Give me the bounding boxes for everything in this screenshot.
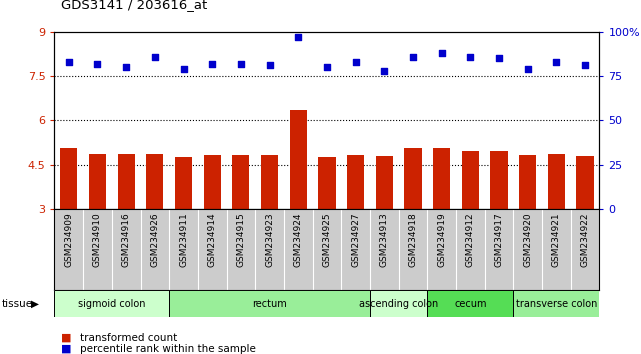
Point	[92, 61, 103, 67]
Text: GSM234924: GSM234924	[294, 212, 303, 267]
Bar	[433, 148, 450, 209]
Point	[121, 64, 131, 70]
Text: rectum: rectum	[252, 298, 287, 309]
Point	[465, 54, 476, 59]
Point	[580, 63, 590, 68]
Point	[379, 68, 389, 74]
Point	[408, 54, 418, 59]
Point	[437, 50, 447, 56]
Text: GSM234910: GSM234910	[93, 212, 102, 267]
Bar	[490, 151, 508, 209]
Bar	[428, 290, 513, 317]
Bar	[513, 290, 599, 317]
Bar	[89, 154, 106, 209]
Text: GSM234918: GSM234918	[408, 212, 417, 267]
Text: GSM234923: GSM234923	[265, 212, 274, 267]
Text: GSM234926: GSM234926	[151, 212, 160, 267]
Bar	[370, 290, 428, 317]
Text: GSM234909: GSM234909	[64, 212, 73, 267]
Bar	[347, 155, 364, 209]
Point	[522, 66, 533, 72]
Text: GSM234921: GSM234921	[552, 212, 561, 267]
Bar	[376, 156, 393, 209]
Point	[207, 61, 217, 67]
Bar	[547, 154, 565, 209]
Text: GSM234922: GSM234922	[581, 212, 590, 267]
Bar	[54, 290, 169, 317]
Point	[63, 59, 74, 65]
Text: percentile rank within the sample: percentile rank within the sample	[80, 344, 256, 354]
Text: GSM234911: GSM234911	[179, 212, 188, 267]
Bar	[290, 110, 307, 209]
Point	[178, 66, 188, 72]
Bar	[519, 155, 537, 209]
Text: tissue: tissue	[2, 298, 33, 309]
Point	[293, 34, 303, 40]
Text: GSM234927: GSM234927	[351, 212, 360, 267]
Text: GSM234913: GSM234913	[379, 212, 388, 267]
Bar	[175, 157, 192, 209]
Bar	[60, 148, 78, 209]
Text: GSM234915: GSM234915	[237, 212, 246, 267]
Point	[236, 61, 246, 67]
Bar	[169, 290, 370, 317]
Point	[351, 59, 361, 65]
Text: ascending colon: ascending colon	[359, 298, 438, 309]
Bar	[117, 154, 135, 209]
Bar	[204, 155, 221, 209]
Point	[150, 54, 160, 59]
Bar	[261, 155, 278, 209]
Text: sigmoid colon: sigmoid colon	[78, 298, 146, 309]
Text: GSM234925: GSM234925	[322, 212, 331, 267]
Text: GSM234917: GSM234917	[494, 212, 503, 267]
Point	[322, 64, 332, 70]
Text: GSM234920: GSM234920	[523, 212, 532, 267]
Text: GSM234914: GSM234914	[208, 212, 217, 267]
Text: GSM234916: GSM234916	[122, 212, 131, 267]
Bar	[576, 156, 594, 209]
Point	[265, 63, 275, 68]
Bar	[146, 154, 163, 209]
Bar	[462, 151, 479, 209]
Text: cecum: cecum	[454, 298, 487, 309]
Bar	[404, 148, 422, 209]
Text: ■: ■	[61, 333, 71, 343]
Text: GDS3141 / 203616_at: GDS3141 / 203616_at	[61, 0, 207, 11]
Point	[551, 59, 562, 65]
Point	[494, 56, 504, 61]
Text: transverse colon: transverse colon	[515, 298, 597, 309]
Text: GSM234919: GSM234919	[437, 212, 446, 267]
Text: GSM234912: GSM234912	[466, 212, 475, 267]
Bar	[232, 155, 249, 209]
Bar	[319, 157, 335, 209]
Text: ▶: ▶	[31, 298, 38, 309]
Text: ■: ■	[61, 344, 71, 354]
Text: transformed count: transformed count	[80, 333, 178, 343]
